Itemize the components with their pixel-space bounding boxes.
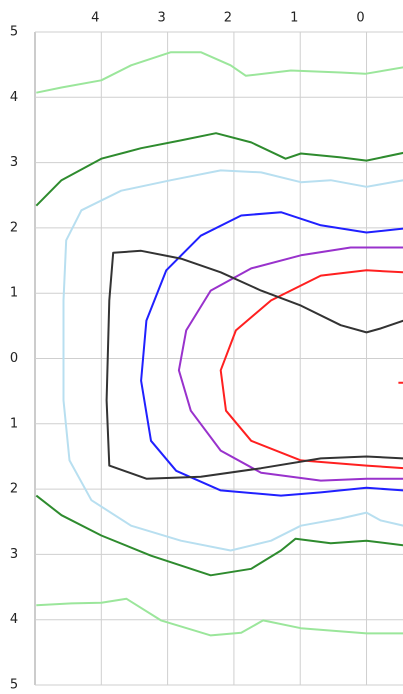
y-tick-label: 2 (10, 482, 18, 497)
contour-line (35, 132, 403, 207)
contour-line (36, 597, 403, 637)
y-tick-label: 2 (10, 220, 18, 235)
contour-line (140, 211, 403, 497)
y-tick-label: 4 (10, 90, 18, 105)
x-tick-label: 0 (356, 11, 364, 26)
x-tick-label: 1 (290, 11, 298, 26)
contour-line (62, 169, 403, 552)
labels: 4 3 2 1 0 5 4 3 2 1 0 1 2 3 4 5 (10, 11, 365, 693)
grid (35, 31, 403, 686)
contour-line (105, 249, 403, 480)
y-tick-label: 1 (10, 416, 18, 431)
y-tick-label: 3 (10, 155, 18, 170)
y-tick-label: 5 (10, 25, 18, 40)
y-tick-label: 3 (10, 547, 18, 562)
y-tick-label: 1 (10, 286, 18, 301)
x-tick-label: 4 (91, 11, 99, 26)
x-tick-label: 3 (157, 11, 165, 26)
y-tick-label: 4 (10, 612, 18, 627)
y-tick-label: 0 (10, 351, 18, 366)
x-tick-label: 2 (224, 11, 232, 26)
y-tick-label: 5 (10, 678, 18, 693)
contour-line (35, 494, 403, 577)
contour-line (219, 269, 403, 470)
contour-line (177, 246, 403, 482)
curves (35, 51, 403, 637)
contour-line (36, 51, 403, 94)
